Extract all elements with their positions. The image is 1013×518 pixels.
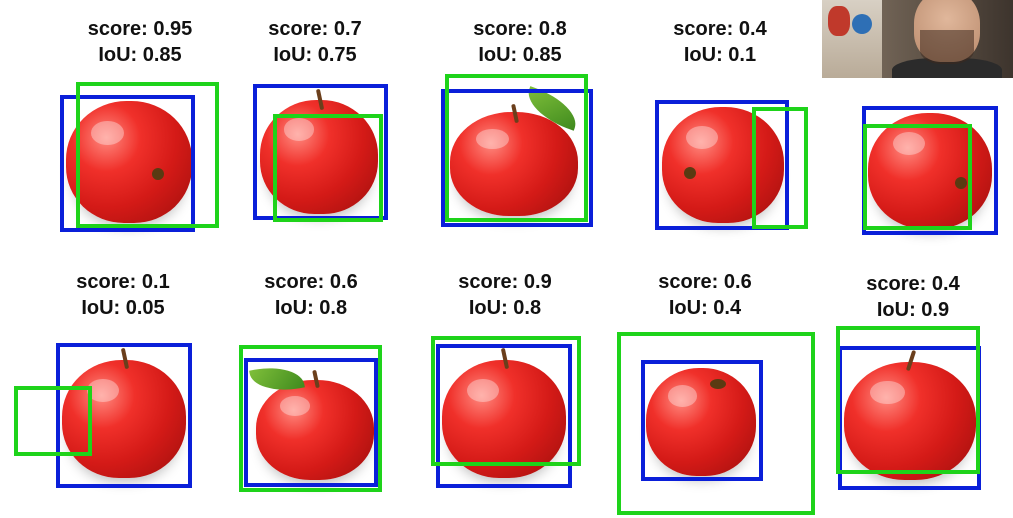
example-2-iou: IoU: 0.75 [273,44,357,66]
example-1-score: score: 0.95 [87,18,193,40]
example-8-prediction-box [431,336,581,466]
example-8-score: score: 0.9 [458,271,552,293]
example-3-score: score: 0.8 [473,18,567,40]
example-10-iou: IoU: 0.9 [876,299,950,321]
example-6-apple [62,348,186,478]
example-4-apple [662,107,784,223]
example-3-prediction-box [445,74,588,222]
example-8-label: score: 0.9 IoU: 0.8 [430,269,580,321]
example-6-iou: IoU: 0.05 [81,297,165,319]
example-7-apple [249,361,374,480]
example-4-score: score: 0.4 [673,18,767,40]
example-2-prediction-box [273,114,383,222]
example-6-label: score: 0.1 IoU: 0.05 [48,269,198,321]
example-9-iou: IoU: 0.4 [668,297,742,319]
example-1-label: score: 0.95 IoU: 0.85 [60,16,220,68]
example-2-label: score: 0.7 IoU: 0.75 [240,16,390,68]
example-8-iou: IoU: 0.8 [468,297,542,319]
example-3-ground-truth-box [441,89,593,227]
example-9-ground-truth-box [641,360,763,481]
example-6-ground-truth-box [56,343,192,488]
example-4-prediction-box [752,107,808,229]
example-1-prediction-box [76,82,219,228]
presenter-webcam-thumbnail [822,0,1013,78]
example-4-iou: IoU: 0.1 [683,44,757,66]
example-1-iou: IoU: 0.85 [98,44,182,66]
example-10-apple [844,350,976,480]
example-10-label: score: 0.4 IoU: 0.9 [838,271,988,323]
example-4-label: score: 0.4 IoU: 0.1 [645,16,795,68]
example-2-apple [260,88,378,214]
example-4-ground-truth-box [655,100,789,230]
example-10-prediction-box [836,326,980,474]
example-1-apple [66,101,192,223]
example-7-iou: IoU: 0.8 [274,297,348,319]
example-9-label: score: 0.6 IoU: 0.4 [630,269,780,321]
example-7-label: score: 0.6 IoU: 0.8 [236,269,386,321]
example-6-score: score: 0.1 [76,271,170,293]
example-3-iou: IoU: 0.85 [478,44,562,66]
example-9-prediction-box [617,332,815,515]
example-7-prediction-box [239,345,382,492]
example-7-ground-truth-box [244,358,378,487]
example-2-score: score: 0.7 [268,18,362,40]
example-6-prediction-box [14,386,92,456]
example-10-score: score: 0.4 [866,273,960,295]
example-8-ground-truth-box [436,344,572,488]
example-3-label: score: 0.8 IoU: 0.85 [440,16,600,68]
example-9-score: score: 0.6 [658,271,752,293]
example-7-score: score: 0.6 [264,271,358,293]
example-5-prediction-box [863,124,972,230]
example-1-ground-truth-box [60,95,195,232]
example-8-apple [442,348,566,478]
example-9-apple [646,368,756,476]
example-3-apple [450,86,584,216]
